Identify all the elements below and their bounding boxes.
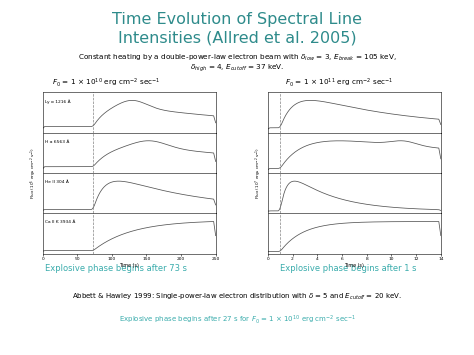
Text: Abbett & Hawley 1999: Single-power-law electron distribution with $\delta$ = 5 a: Abbett & Hawley 1999: Single-power-law e… bbox=[72, 291, 402, 301]
Text: $\delta_{high}$ = 4, $E_{cutoff}$ = 37 keV.: $\delta_{high}$ = 4, $E_{cutoff}$ = 37 k… bbox=[190, 62, 284, 74]
Text: Constant heating by a double-power-law electron beam with $\delta_{low}$ = 3, $E: Constant heating by a double-power-law e… bbox=[78, 53, 396, 62]
Text: Intensities (Allred et al. 2005): Intensities (Allred et al. 2005) bbox=[118, 31, 356, 45]
Text: Flux (10$^{5}$ ergs cm$^{-2}$ s$^{-1}$): Flux (10$^{5}$ ergs cm$^{-2}$ s$^{-1}$) bbox=[29, 147, 39, 199]
Text: Explosive phase begins after 27 s for $F_0$ = 1 $\times$ 10$^{10}$ erg cm$^{-2}$: Explosive phase begins after 27 s for $F… bbox=[118, 313, 356, 326]
Text: He II 304 Å: He II 304 Å bbox=[46, 180, 69, 184]
X-axis label: Time (s): Time (s) bbox=[119, 263, 139, 268]
Text: Explosive phase begins after 73 s: Explosive phase begins after 73 s bbox=[45, 263, 187, 273]
Text: H α 6563 Å: H α 6563 Å bbox=[46, 140, 70, 143]
Text: Ca II K 3934 Å: Ca II K 3934 Å bbox=[46, 220, 76, 224]
Text: Explosive phase begins after 1 s: Explosive phase begins after 1 s bbox=[280, 263, 417, 273]
Text: $F_0$ = 1 $\times$ 10$^{10}$ erg cm$^{-2}$ sec$^{-1}$: $F_0$ = 1 $\times$ 10$^{10}$ erg cm$^{-2… bbox=[53, 76, 161, 89]
Text: Ly α 1216 Å: Ly α 1216 Å bbox=[46, 99, 71, 104]
Text: Flux (10$^{7}$ ergs cm$^{-2}$ s$^{-1}$): Flux (10$^{7}$ ergs cm$^{-2}$ s$^{-1}$) bbox=[254, 147, 264, 199]
Text: Time Evolution of Spectral Line: Time Evolution of Spectral Line bbox=[112, 12, 362, 27]
Text: $F_0$ = 1 $\times$ 10$^{11}$ erg cm$^{-2}$ sec$^{-1}$: $F_0$ = 1 $\times$ 10$^{11}$ erg cm$^{-2… bbox=[285, 76, 393, 89]
X-axis label: Time (s): Time (s) bbox=[345, 263, 364, 268]
